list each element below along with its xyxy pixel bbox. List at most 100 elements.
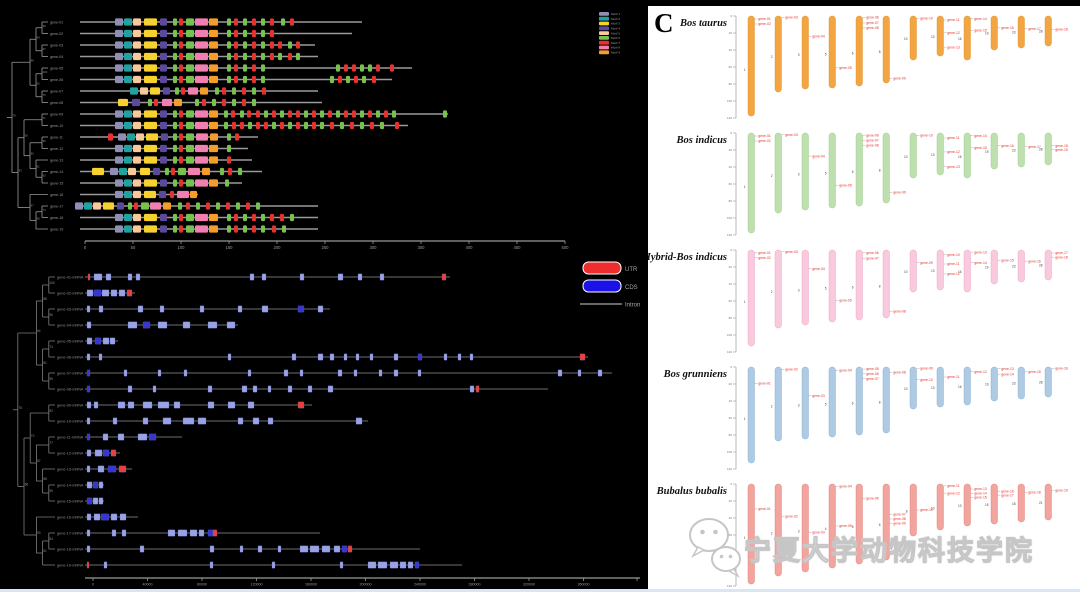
motif-box — [93, 202, 101, 210]
motif-rows — [75, 18, 448, 233]
motif-box — [173, 121, 177, 130]
motif-box — [243, 225, 247, 233]
motif-box — [195, 29, 208, 38]
motif-box — [186, 144, 194, 153]
chromosome-bar — [747, 132, 755, 234]
leaf-label: gene-05-mRNA — [57, 339, 84, 343]
cds-box — [239, 545, 244, 553]
motif-box — [124, 213, 132, 222]
cds-box — [183, 369, 188, 377]
ruler-tick-label: 0 — [730, 14, 732, 18]
axis-tick-label: 120000 — [251, 583, 263, 587]
utr-box — [475, 385, 480, 393]
chromosome-number: 8 — [879, 50, 881, 54]
gene-label: gene-19 — [1055, 489, 1068, 493]
position-ruler: 0 20 40 60 80 100 120 — [727, 248, 737, 354]
cds-box — [86, 385, 91, 393]
chromosome-number: 5 — [825, 53, 827, 57]
chromosome-number: 3 — [798, 404, 800, 408]
chromosome-bar — [909, 15, 917, 61]
axis-tick-label: 450 — [514, 245, 522, 250]
utr-box — [441, 273, 447, 281]
motif-box — [227, 64, 231, 72]
utr-box — [118, 465, 127, 473]
motif-box — [243, 41, 247, 49]
ruler-tick-label: 20 — [729, 265, 733, 269]
species-section: Bubalus bubalis0204060801001201gene-012g… — [656, 482, 1068, 588]
node-support-value: 95 — [43, 139, 47, 143]
gene-label: gene-16 — [1001, 144, 1014, 148]
cds-box — [98, 497, 104, 505]
cds-box — [98, 305, 104, 313]
gene-label: gene-13 — [974, 250, 987, 254]
cds-box — [377, 561, 388, 569]
cds-box — [299, 545, 309, 553]
leaf-label: gene-19 — [50, 227, 63, 231]
gene-label: gene-12 — [947, 272, 960, 276]
chromosome-bar — [747, 15, 755, 117]
motif-box — [115, 64, 123, 72]
motif-box — [256, 121, 260, 130]
motif-box — [209, 225, 218, 233]
leaf-label: gene-04 — [50, 55, 63, 59]
gene-label: gene-10 — [947, 253, 960, 257]
chromosome-bar — [963, 249, 971, 293]
node-support-value: 81 — [37, 165, 41, 169]
motif-box — [368, 110, 372, 118]
gene-label: gene-13 — [1001, 367, 1014, 371]
motif-box — [174, 98, 182, 107]
chromosome-bar — [990, 483, 998, 525]
leaf-labels: gene-01 gene-02 gene-03 gene-04 gene-05 gene-… — [50, 20, 63, 231]
chromosome-number: 5 — [825, 403, 827, 407]
ruler-tick-label: 0 — [730, 482, 732, 486]
motif-box — [195, 179, 208, 187]
ruler-tick-label: 40 — [729, 516, 733, 520]
cds-box — [597, 369, 603, 377]
motif-box — [232, 121, 236, 130]
gene-label: gene-03 — [785, 133, 798, 137]
cds-box — [307, 385, 313, 393]
leaf-label: gene-01-mRNA — [57, 275, 84, 279]
motif-box — [330, 121, 334, 130]
motif-box — [242, 87, 246, 95]
motif-box — [243, 64, 247, 72]
panel-b-gene-structure: 100 96 88 73 99 81 64 92 77 95 58 87 70 84 61 90 68 75 gen… — [12, 261, 640, 587]
motif-box — [225, 179, 229, 187]
axis-tick-label: 100 — [178, 245, 186, 250]
chromosome-bar — [936, 15, 944, 57]
ruler-tick-label: 60 — [729, 65, 733, 69]
motif-box — [133, 225, 141, 233]
chromosome-bar — [774, 132, 782, 214]
motif-box — [209, 179, 218, 187]
legend-label: Motif 5 — [611, 31, 620, 35]
cds-box — [105, 273, 112, 281]
node-support-value: 71 — [43, 116, 47, 120]
cds-box — [367, 561, 377, 569]
position-ruler: 0 20 40 60 80 100 120 — [727, 131, 737, 237]
motif-box — [195, 144, 208, 153]
chromosome-number: 2 — [771, 405, 773, 409]
bottom-edge-strip — [0, 589, 1080, 592]
motif-box — [132, 98, 140, 107]
leaf-label: gene-14 — [50, 170, 63, 174]
cds-box — [355, 353, 360, 361]
cds-box — [297, 305, 305, 313]
motif-box — [165, 167, 169, 176]
motif-box — [231, 110, 235, 118]
cds-box — [117, 433, 125, 441]
chromosome-number: 28 — [1039, 148, 1043, 152]
cds-box — [86, 305, 91, 313]
cds-box — [207, 529, 214, 537]
motif-box — [312, 110, 316, 118]
gene-label: gene-06 — [866, 133, 879, 137]
motif-box — [340, 121, 344, 130]
motif-box — [103, 202, 114, 210]
leaf-label: gene-06-mRNA — [57, 355, 84, 359]
motif-box — [186, 18, 194, 26]
motif-box — [338, 75, 342, 84]
motif-box — [173, 156, 177, 164]
motif-box — [216, 202, 220, 210]
motif-box — [330, 75, 334, 84]
cds-box — [209, 545, 215, 553]
